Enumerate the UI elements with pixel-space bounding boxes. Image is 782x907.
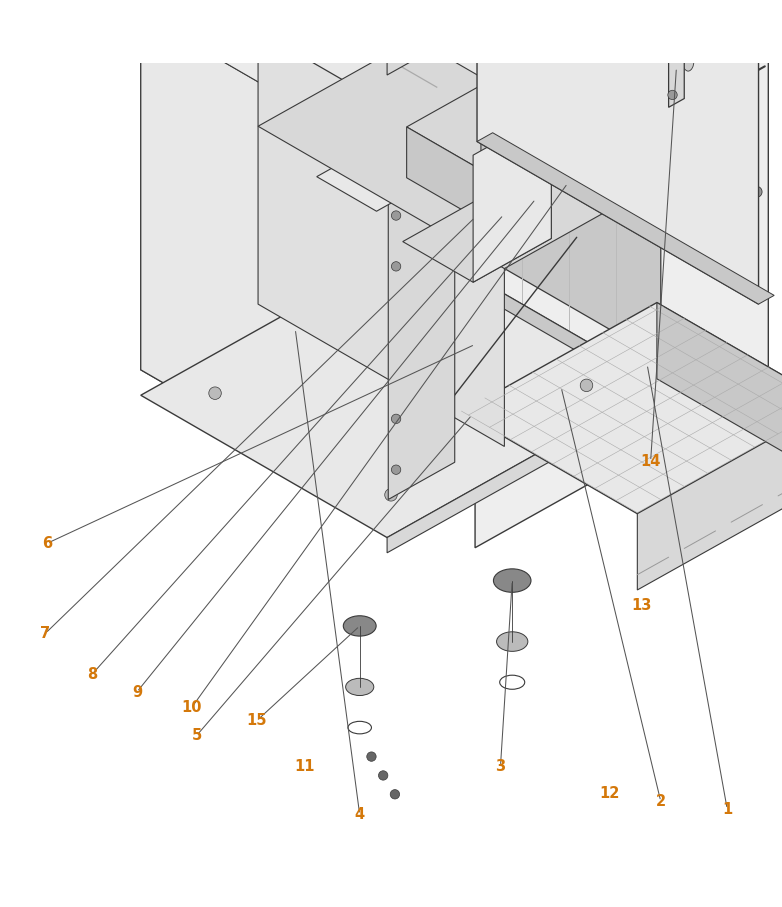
Polygon shape (317, 133, 455, 211)
Polygon shape (461, 303, 782, 513)
Text: 9: 9 (132, 685, 142, 699)
Polygon shape (141, 0, 414, 370)
Polygon shape (407, 127, 477, 219)
Polygon shape (414, 242, 661, 400)
Circle shape (391, 210, 401, 220)
Circle shape (668, 91, 677, 100)
Text: 13: 13 (631, 599, 651, 613)
Text: 1: 1 (722, 802, 733, 817)
Circle shape (580, 379, 593, 392)
Polygon shape (141, 217, 661, 512)
Polygon shape (653, 0, 723, 5)
Circle shape (395, 383, 407, 395)
Circle shape (668, 34, 677, 44)
Polygon shape (407, 87, 547, 168)
Text: 11: 11 (295, 759, 315, 774)
Circle shape (367, 752, 376, 761)
Polygon shape (481, 71, 551, 239)
Text: 12: 12 (600, 786, 620, 801)
Polygon shape (258, 0, 504, 446)
Polygon shape (258, 39, 661, 268)
Polygon shape (141, 0, 661, 54)
Ellipse shape (546, 0, 583, 41)
Polygon shape (477, 0, 759, 304)
Circle shape (391, 414, 401, 424)
Polygon shape (637, 405, 782, 590)
Circle shape (209, 387, 221, 399)
Ellipse shape (493, 569, 531, 592)
Polygon shape (473, 112, 551, 282)
Polygon shape (657, 303, 782, 481)
Circle shape (390, 790, 400, 799)
Text: 10: 10 (181, 700, 202, 715)
Ellipse shape (346, 678, 374, 696)
Polygon shape (475, 0, 768, 548)
Polygon shape (387, 385, 661, 552)
Circle shape (391, 465, 401, 474)
Polygon shape (669, 23, 684, 107)
Text: 3: 3 (496, 759, 505, 774)
Circle shape (482, 337, 493, 348)
Text: 14: 14 (640, 454, 661, 469)
Text: 15: 15 (246, 714, 267, 728)
Text: 4: 4 (355, 807, 364, 823)
Text: 8: 8 (87, 667, 98, 681)
Polygon shape (141, 0, 661, 156)
Ellipse shape (497, 632, 528, 651)
Polygon shape (477, 132, 774, 304)
Text: 6: 6 (42, 536, 52, 551)
Circle shape (378, 771, 388, 780)
Ellipse shape (553, 0, 576, 5)
Ellipse shape (467, 223, 476, 239)
Circle shape (385, 489, 397, 501)
Ellipse shape (343, 616, 376, 636)
Polygon shape (141, 242, 661, 538)
Text: 2: 2 (656, 794, 665, 809)
Polygon shape (403, 198, 551, 282)
Circle shape (751, 186, 762, 198)
Text: 5: 5 (192, 727, 203, 743)
Circle shape (391, 262, 401, 271)
Polygon shape (475, 0, 779, 147)
Text: 7: 7 (41, 626, 50, 641)
Polygon shape (141, 14, 387, 512)
Circle shape (404, 278, 417, 290)
Polygon shape (388, 157, 455, 500)
Circle shape (386, 7, 395, 15)
Ellipse shape (682, 49, 694, 71)
Polygon shape (387, 0, 661, 75)
Polygon shape (414, 0, 661, 359)
Polygon shape (106, 0, 735, 126)
